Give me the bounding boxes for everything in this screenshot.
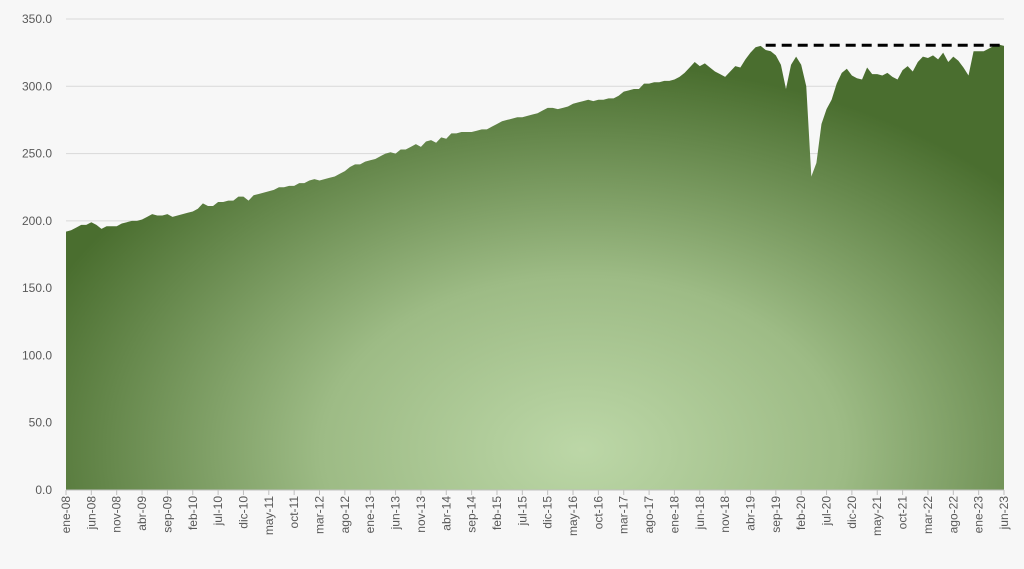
x-tick-label: mar-12: [313, 496, 327, 534]
x-tick-label: ene-13: [363, 496, 377, 534]
x-tick-label: ene-23: [972, 496, 986, 534]
x-tick-label: jul-20: [820, 496, 834, 527]
x-tick-label: ene-08: [59, 496, 73, 534]
x-tick-label: feb-20: [794, 496, 808, 530]
x-tick-label: abr-09: [135, 496, 149, 531]
x-tick-label: sep-19: [769, 496, 783, 533]
y-tick-label: 0.0: [35, 483, 52, 497]
x-tick-label: mar-17: [617, 496, 631, 534]
x-tick-label: nov-18: [718, 496, 732, 533]
x-tick-label: dic-15: [541, 496, 555, 529]
x-tick-label: feb-10: [186, 496, 200, 530]
x-tick-label: sep-09: [160, 496, 174, 533]
x-tick-label: abr-14: [439, 496, 453, 531]
x-tick-label: oct-11: [287, 496, 301, 529]
y-tick-label: 200.0: [22, 214, 52, 228]
y-tick-label: 100.0: [22, 348, 52, 362]
x-tick-label: nov-08: [110, 496, 124, 533]
area: [66, 44, 1004, 490]
x-tick-label: jun-13: [389, 496, 403, 531]
x-tick-label: ene-18: [667, 496, 681, 534]
x-tick-label: jun-18: [693, 496, 707, 531]
x-tick-label: ago-22: [946, 496, 960, 534]
x-tick-label: nov-13: [414, 496, 428, 533]
y-tick-label: 300.0: [22, 79, 52, 93]
x-tick-label: dic-20: [845, 496, 859, 529]
x-tick-label: jun-23: [997, 496, 1011, 531]
x-tick-label: abr-19: [743, 496, 757, 531]
x-tick-label: sep-14: [465, 496, 479, 533]
y-tick-label: 350.0: [22, 12, 52, 26]
x-tick-label: jul-15: [515, 496, 529, 527]
x-tick-label: dic-10: [236, 496, 250, 529]
x-tick-label: jun-08: [84, 496, 98, 531]
y-tick-label: 250.0: [22, 147, 52, 161]
x-tick-label: may-16: [566, 496, 580, 536]
y-tick-label: 50.0: [29, 416, 53, 430]
x-tick-label: oct-16: [591, 496, 605, 530]
x-tick-label: mar-22: [921, 496, 935, 534]
x-tick-label: oct-21: [896, 496, 910, 530]
x-tick-label: ago-17: [642, 496, 656, 534]
x-tick-label: feb-15: [490, 496, 504, 530]
x-tick-label: may-11: [262, 496, 276, 535]
y-tick-label: 150.0: [22, 281, 52, 295]
x-tick-label: may-21: [870, 496, 884, 536]
x-tick-label: ago-12: [338, 496, 352, 534]
x-tick-label: jul-10: [211, 496, 225, 527]
